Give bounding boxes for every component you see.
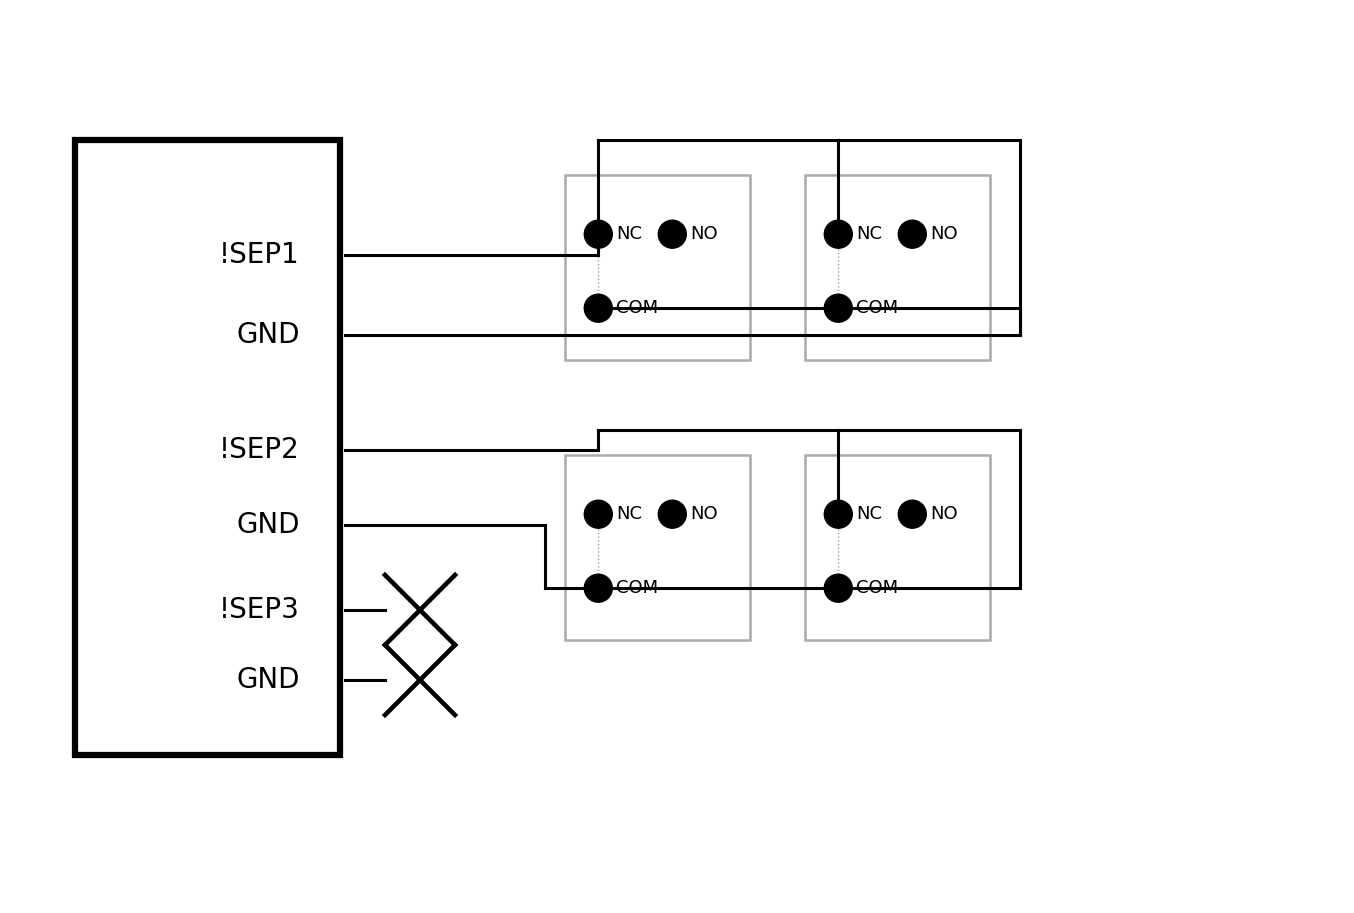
Circle shape <box>825 574 852 603</box>
Text: NC: NC <box>616 226 642 243</box>
Text: GND: GND <box>237 666 301 694</box>
Text: !SEP3: !SEP3 <box>219 596 301 624</box>
Circle shape <box>825 500 852 529</box>
Circle shape <box>658 500 686 529</box>
Text: GND: GND <box>237 321 301 349</box>
Text: NC: NC <box>856 226 883 243</box>
Text: NC: NC <box>856 505 883 523</box>
Text: !SEP1: !SEP1 <box>219 241 301 269</box>
Circle shape <box>585 294 612 322</box>
Bar <box>565 175 750 360</box>
Circle shape <box>898 500 926 529</box>
Bar <box>565 455 750 640</box>
Text: COM: COM <box>856 579 899 597</box>
Text: COM: COM <box>616 579 658 597</box>
Text: NO: NO <box>691 226 718 243</box>
Circle shape <box>658 220 686 248</box>
Bar <box>806 455 990 640</box>
Text: !SEP2: !SEP2 <box>219 436 301 464</box>
Text: NO: NO <box>930 226 957 243</box>
Circle shape <box>585 500 612 529</box>
Circle shape <box>825 294 852 322</box>
Text: COM: COM <box>616 299 658 317</box>
Text: COM: COM <box>856 299 899 317</box>
Text: NO: NO <box>930 505 957 523</box>
Circle shape <box>585 574 612 603</box>
Text: NO: NO <box>691 505 718 523</box>
Text: NC: NC <box>616 505 642 523</box>
Text: GND: GND <box>237 511 301 539</box>
Circle shape <box>898 220 926 248</box>
Circle shape <box>585 220 612 248</box>
Bar <box>74 140 340 755</box>
Bar <box>806 175 990 360</box>
Circle shape <box>825 220 852 248</box>
